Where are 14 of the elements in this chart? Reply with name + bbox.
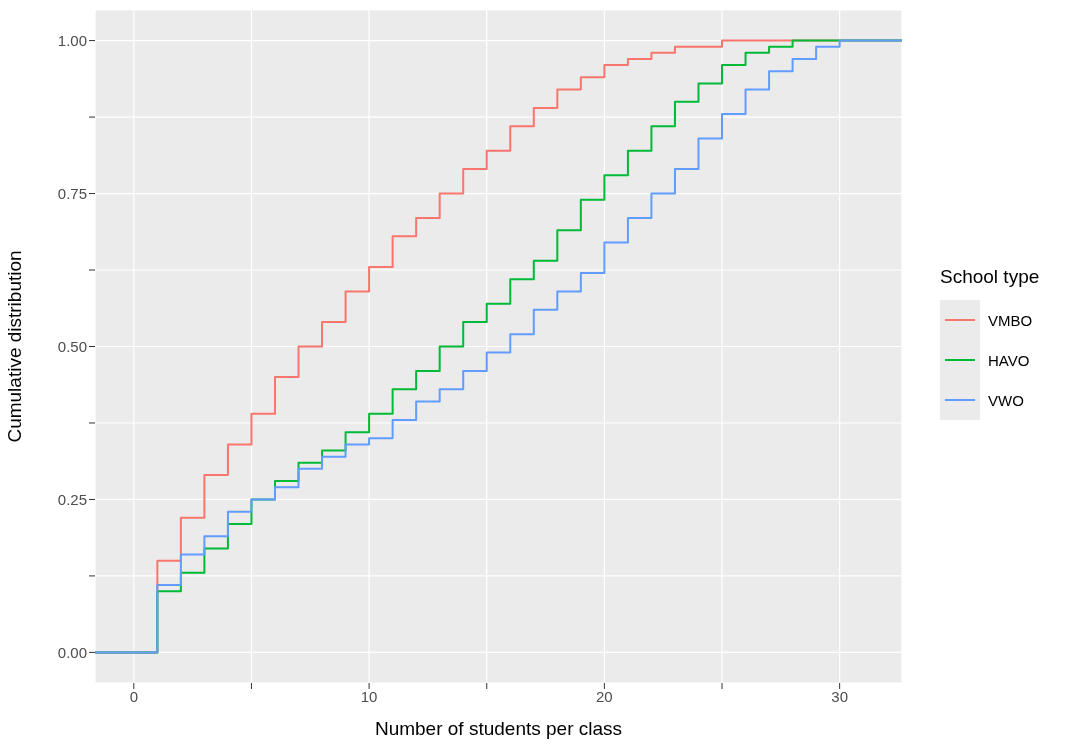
x-tick-label: 10 (360, 687, 378, 705)
legend-label: VMBO (988, 311, 1033, 329)
x-tick-label: 20 (596, 687, 613, 705)
text: 0.00 (57, 643, 87, 661)
y-tick-label: 0.50 (57, 337, 87, 355)
y-tick-label: 0.75 (57, 184, 87, 202)
x-tick-label: 0 (129, 687, 138, 705)
y-tick-label: 0.25 (57, 490, 87, 508)
x-tick-label: 30 (831, 687, 848, 705)
legend-title: School type (940, 266, 1040, 288)
legend-label: VWO (988, 391, 1024, 409)
x-axis-title: Number of students per class (374, 718, 623, 739)
legend-label: HAVO (988, 351, 1030, 369)
y-tick-label: 1.00 (57, 31, 87, 49)
